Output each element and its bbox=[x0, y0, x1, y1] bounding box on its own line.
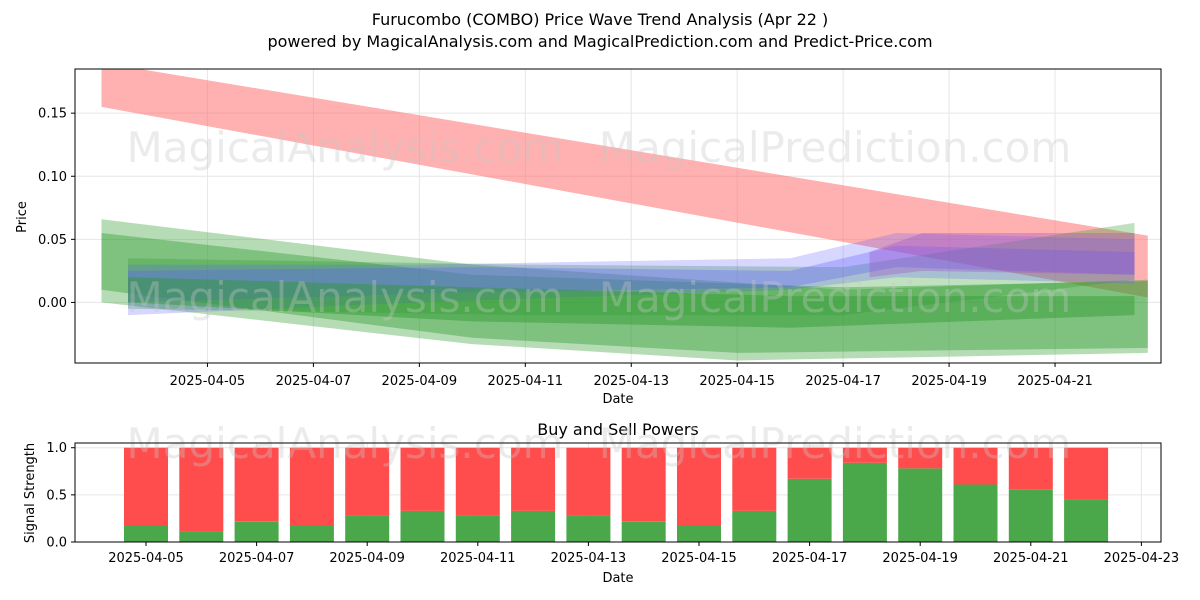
sell-bar bbox=[234, 447, 279, 522]
buy-bar bbox=[511, 510, 556, 542]
buy-bar bbox=[1008, 489, 1053, 542]
sell-bar bbox=[898, 447, 943, 469]
signal-y-tick-label: 0.5 bbox=[46, 488, 67, 503]
buy-bar bbox=[842, 462, 887, 542]
sell-bar bbox=[566, 447, 611, 516]
price-y-tick-label: 0.15 bbox=[38, 107, 67, 122]
price-band-blue-5 bbox=[128, 245, 1135, 303]
price-y-tick-label: 0.05 bbox=[38, 233, 67, 248]
watermark-prediction-lower: MagicalPrediction.com bbox=[599, 273, 1072, 322]
signal-y-tick-label: 0.0 bbox=[46, 536, 67, 551]
buy-bar bbox=[732, 510, 777, 542]
sell-bar bbox=[732, 447, 777, 511]
price-x-tick-label: 2025-04-07 bbox=[276, 374, 352, 389]
price-y-ticks: 0.00 0.05 0.10 0.15 bbox=[38, 107, 75, 311]
signal-plot-frame bbox=[74, 442, 1162, 543]
price-band-green-3 bbox=[128, 222, 1135, 316]
signal-x-tick-label: 2025-04-19 bbox=[882, 551, 958, 566]
buy-bar bbox=[455, 515, 500, 542]
buy-bar bbox=[400, 510, 445, 542]
sell-bar bbox=[124, 447, 168, 526]
buy-bar bbox=[677, 526, 721, 542]
price-x-axis-label: Date bbox=[602, 392, 633, 407]
buy-bar bbox=[1064, 499, 1109, 542]
buy-bar bbox=[289, 526, 334, 542]
price-band-green-1 bbox=[101, 219, 1148, 361]
price-band-purple-6 bbox=[869, 233, 1135, 278]
sell-bar bbox=[1008, 447, 1053, 490]
signal-x-tick-label: 2025-04-11 bbox=[440, 551, 516, 566]
signal-y-axis-label: Signal Strength bbox=[23, 443, 38, 543]
price-y-tick-label: 0.00 bbox=[38, 296, 67, 311]
signal-x-tick-label: 2025-04-23 bbox=[1104, 551, 1180, 566]
sell-bar bbox=[842, 447, 887, 463]
price-x-tick-label: 2025-04-21 bbox=[1017, 374, 1093, 389]
buy-bar bbox=[179, 531, 224, 542]
price-band-green-7 bbox=[128, 277, 1135, 328]
buy-bar bbox=[124, 526, 168, 542]
price-bands bbox=[101, 69, 1148, 361]
price-x-tick-label: 2025-04-05 bbox=[170, 374, 246, 389]
signal-x-tick-label: 2025-04-15 bbox=[661, 551, 737, 566]
signal-x-axis-label: Date bbox=[602, 571, 633, 586]
price-x-tick-label: 2025-04-15 bbox=[699, 374, 775, 389]
sell-bar bbox=[179, 447, 224, 532]
sell-bar bbox=[289, 447, 334, 526]
price-x-tick-label: 2025-04-13 bbox=[593, 374, 669, 389]
price-band-red-0 bbox=[101, 69, 1148, 298]
signal-y-tick-label: 1.0 bbox=[46, 441, 67, 456]
buy-bar bbox=[953, 484, 998, 542]
chart-title: Furucombo (COMBO) Price Wave Trend Analy… bbox=[372, 10, 829, 29]
price-x-tick-label: 2025-04-17 bbox=[805, 374, 881, 389]
price-x-ticks: 2025-04-05 2025-04-07 2025-04-09 2025-04-11… bbox=[170, 363, 1093, 389]
signal-x-tick-label: 2025-04-17 bbox=[772, 551, 848, 566]
signal-y-ticks: 0.0 0.5 1.0 bbox=[46, 441, 75, 551]
price-band-group bbox=[101, 69, 1148, 361]
sell-bar bbox=[455, 447, 500, 516]
chart-subtitle: powered by MagicalAnalysis.com and Magic… bbox=[267, 32, 932, 51]
buy-bar bbox=[621, 521, 666, 542]
signal-x-ticks: 2025-04-05 2025-04-07 2025-04-09 2025-04-11… bbox=[108, 542, 1179, 566]
sell-bar bbox=[345, 447, 390, 516]
signal-x-tick-label: 2025-04-13 bbox=[551, 551, 627, 566]
watermark-analysis: MagicalAnalysis.com bbox=[127, 123, 564, 172]
sell-bar bbox=[511, 447, 556, 511]
signal-x-tick-label: 2025-04-07 bbox=[219, 551, 295, 566]
price-y-tick-label: 0.10 bbox=[38, 170, 67, 185]
price-plot-frame bbox=[74, 68, 1162, 364]
signal-x-tick-label: 2025-04-21 bbox=[993, 551, 1069, 566]
buy-bar bbox=[787, 478, 832, 542]
watermark-prediction: MagicalPrediction.com bbox=[599, 123, 1072, 172]
buy-bar bbox=[566, 515, 611, 542]
price-y-axis-label: Price bbox=[15, 201, 30, 233]
buy-bar bbox=[345, 515, 390, 542]
sell-bar bbox=[953, 447, 998, 485]
price-band-blue-4 bbox=[128, 233, 1135, 316]
sell-bar bbox=[1064, 447, 1109, 500]
price-band-green-2 bbox=[101, 233, 1148, 353]
buy-bar bbox=[234, 521, 279, 542]
sell-bar bbox=[677, 447, 721, 526]
sell-bar bbox=[787, 447, 832, 479]
price-x-tick-label: 2025-04-11 bbox=[488, 374, 564, 389]
price-wave-panel: MagicalAnalysis.com MagicalPrediction.co… bbox=[15, 68, 1162, 407]
price-x-tick-label: 2025-04-19 bbox=[911, 374, 987, 389]
sell-bar bbox=[400, 447, 445, 511]
watermark-analysis-lower: MagicalAnalysis.com bbox=[127, 273, 564, 322]
signal-chart-title: Buy and Sell Powers bbox=[537, 420, 699, 439]
signal-x-tick-label: 2025-04-05 bbox=[108, 551, 184, 566]
signal-bars bbox=[124, 447, 1109, 542]
sell-bar bbox=[621, 447, 666, 522]
price-x-tick-label: 2025-04-09 bbox=[382, 374, 458, 389]
signal-panel: Buy and Sell Powers MagicalAnalysis.com … bbox=[23, 419, 1179, 586]
signal-x-tick-label: 2025-04-09 bbox=[329, 551, 405, 566]
buy-bar bbox=[898, 468, 943, 542]
